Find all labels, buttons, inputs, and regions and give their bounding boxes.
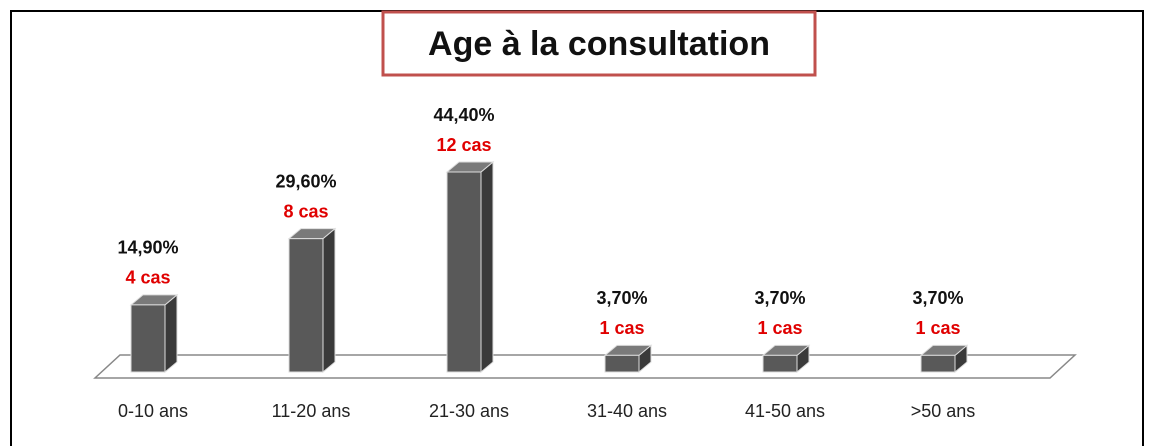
value-label: 3,70% [912, 288, 963, 308]
x-tick-label: 41-50 ans [745, 401, 825, 421]
value-label: 29,60% [275, 171, 336, 191]
count-label: 1 cas [599, 318, 644, 338]
x-tick-label: >50 ans [911, 401, 976, 421]
chart-title: Age à la consultation [428, 25, 770, 63]
count-label: 8 cas [283, 201, 328, 221]
bar [288, 238, 324, 373]
bar [920, 354, 956, 373]
count-label: 12 cas [436, 135, 491, 155]
bar-side [480, 160, 494, 374]
title-box [381, 10, 817, 77]
bar [130, 304, 166, 373]
x-tick-label: 21-30 ans [429, 401, 509, 421]
value-label: 3,70% [596, 288, 647, 308]
x-tick-label: 11-20 ans [272, 401, 351, 421]
bar [446, 171, 482, 373]
count-label: 1 cas [757, 318, 802, 338]
count-label: 1 cas [915, 318, 960, 338]
count-label: 4 cas [125, 268, 170, 288]
bar [604, 354, 640, 373]
value-label: 44,40% [433, 105, 494, 125]
bar-side [322, 227, 336, 374]
x-tick-label: 31-40 ans [587, 401, 667, 421]
bar-side [164, 293, 178, 374]
bar [762, 354, 798, 373]
floor [93, 354, 1077, 379]
value-label: 3,70% [754, 288, 805, 308]
value-label: 14,90% [117, 238, 178, 258]
x-tick-label: 0-10 ans [118, 401, 188, 421]
